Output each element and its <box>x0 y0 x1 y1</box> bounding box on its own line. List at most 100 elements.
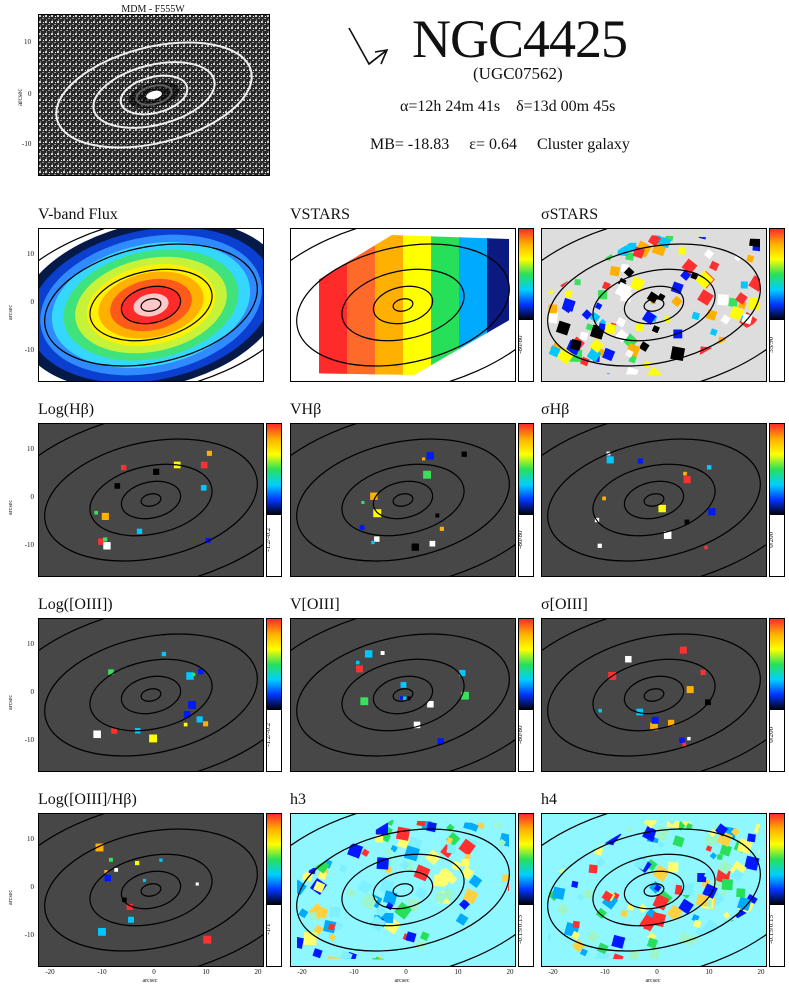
x-tick-label: 20 <box>254 968 262 976</box>
bin-cell <box>579 331 589 341</box>
y-tick-label: -10 <box>24 541 34 549</box>
colorbar-gradient <box>519 424 533 516</box>
bin-cell <box>346 888 357 899</box>
emission-bin <box>103 537 108 542</box>
bin-cell <box>737 896 752 912</box>
emission-bin <box>120 464 127 471</box>
bin-cell <box>405 931 417 943</box>
environment: Cluster galaxy <box>537 136 630 153</box>
hdr-ylabel: arcsec <box>16 88 24 106</box>
bin-cell <box>297 936 304 949</box>
emission-bin <box>122 897 127 903</box>
bin-cell <box>382 912 394 924</box>
bin-cell <box>416 820 426 827</box>
isophote-contour <box>372 480 434 520</box>
colorbar-range: -80/80 <box>518 335 524 354</box>
bin-cell <box>561 297 576 312</box>
bin-cell <box>615 317 627 328</box>
bin-cell <box>625 366 639 375</box>
emission-bin <box>658 504 666 513</box>
x-tick-label: -20 <box>297 968 307 976</box>
map-svg <box>39 619 263 771</box>
map-panel <box>290 423 516 577</box>
bin-cell <box>651 325 660 334</box>
colorbar-range: 35/90 <box>769 336 775 353</box>
isophote-contour <box>623 480 685 520</box>
map-svg <box>291 619 515 771</box>
bin-cell <box>643 820 658 829</box>
isophote-contour <box>296 243 510 367</box>
emission-bin <box>371 540 375 545</box>
panel-title: Log([OIII]/Hβ) <box>38 791 137 808</box>
emission-bin <box>602 496 606 501</box>
isophote-contour <box>296 828 510 952</box>
bin-cell <box>339 950 353 960</box>
bin-cell <box>414 886 428 900</box>
bin-cell <box>744 855 760 871</box>
bin-cell <box>598 323 606 331</box>
isophote-contour <box>392 493 414 507</box>
colorbar-gradient <box>519 229 533 321</box>
bin-cell <box>555 320 571 336</box>
x-tick-label: -10 <box>349 968 359 976</box>
isophote-contour <box>547 633 761 757</box>
bin-cell <box>556 903 570 916</box>
bin-cell <box>313 880 326 893</box>
bin-cell <box>691 311 701 321</box>
hdr-ytick: -10 <box>22 140 32 148</box>
emission-bin <box>356 665 363 673</box>
bin-cell <box>731 868 744 882</box>
bin-cell <box>588 864 598 874</box>
isophote-contour <box>296 438 510 562</box>
bin-cell <box>579 948 588 957</box>
emission-bin <box>108 669 114 675</box>
bin-cell <box>709 852 717 860</box>
map-svg <box>39 229 263 381</box>
bin-cell <box>611 953 624 960</box>
bin-cell <box>574 279 581 286</box>
map-svg <box>291 424 515 576</box>
bin-cell <box>717 294 729 306</box>
emission-bin <box>364 650 373 658</box>
y-tick-label: 0 <box>30 493 35 501</box>
hdr-ytick: 0 <box>28 90 32 98</box>
hst-image <box>38 14 270 176</box>
bin-cell <box>672 835 685 848</box>
emission-bin <box>196 716 203 723</box>
emission-bin <box>108 857 113 862</box>
isophote-contour <box>44 243 258 367</box>
y-tick-label: 0 <box>30 883 35 891</box>
bin-cell <box>461 858 470 867</box>
emission-bin <box>355 660 360 665</box>
isophote-contour <box>120 870 182 910</box>
emission-bin <box>399 696 404 700</box>
x-tick-label: 20 <box>757 968 765 976</box>
absolute-magnitude: MB= -18.83 <box>370 136 450 153</box>
colorbar: 0/200 <box>769 423 785 577</box>
velocity-band <box>375 235 405 375</box>
isophote-contour <box>643 688 665 702</box>
colorbar-range: -80/80 <box>518 725 524 744</box>
bin-cell <box>357 880 372 895</box>
y-tick-label: 10 <box>27 445 34 453</box>
velocity-band <box>319 235 349 375</box>
bin-cell <box>604 323 617 335</box>
panel-title: h4 <box>541 791 557 808</box>
emission-bin <box>683 471 687 476</box>
bin-cell <box>697 872 707 883</box>
isophote-contour <box>89 658 213 732</box>
emission-bin <box>136 528 143 534</box>
x-tick-label: -20 <box>45 968 55 976</box>
colorbar: -1.2/-0.2 <box>266 423 282 577</box>
bin-cell <box>666 904 684 921</box>
y-tick-label: 0 <box>30 688 35 696</box>
x-tick-label: 0 <box>404 968 408 976</box>
map-panel <box>541 228 767 382</box>
x-tick-label: 20 <box>506 968 514 976</box>
emission-bin <box>708 508 716 516</box>
colorbar-range: -1.2/-0.2 <box>266 527 272 552</box>
bin-cell <box>361 848 370 857</box>
y-tick-label: 0 <box>30 298 35 306</box>
bin-cell <box>667 862 679 873</box>
bin-cell <box>709 260 720 272</box>
